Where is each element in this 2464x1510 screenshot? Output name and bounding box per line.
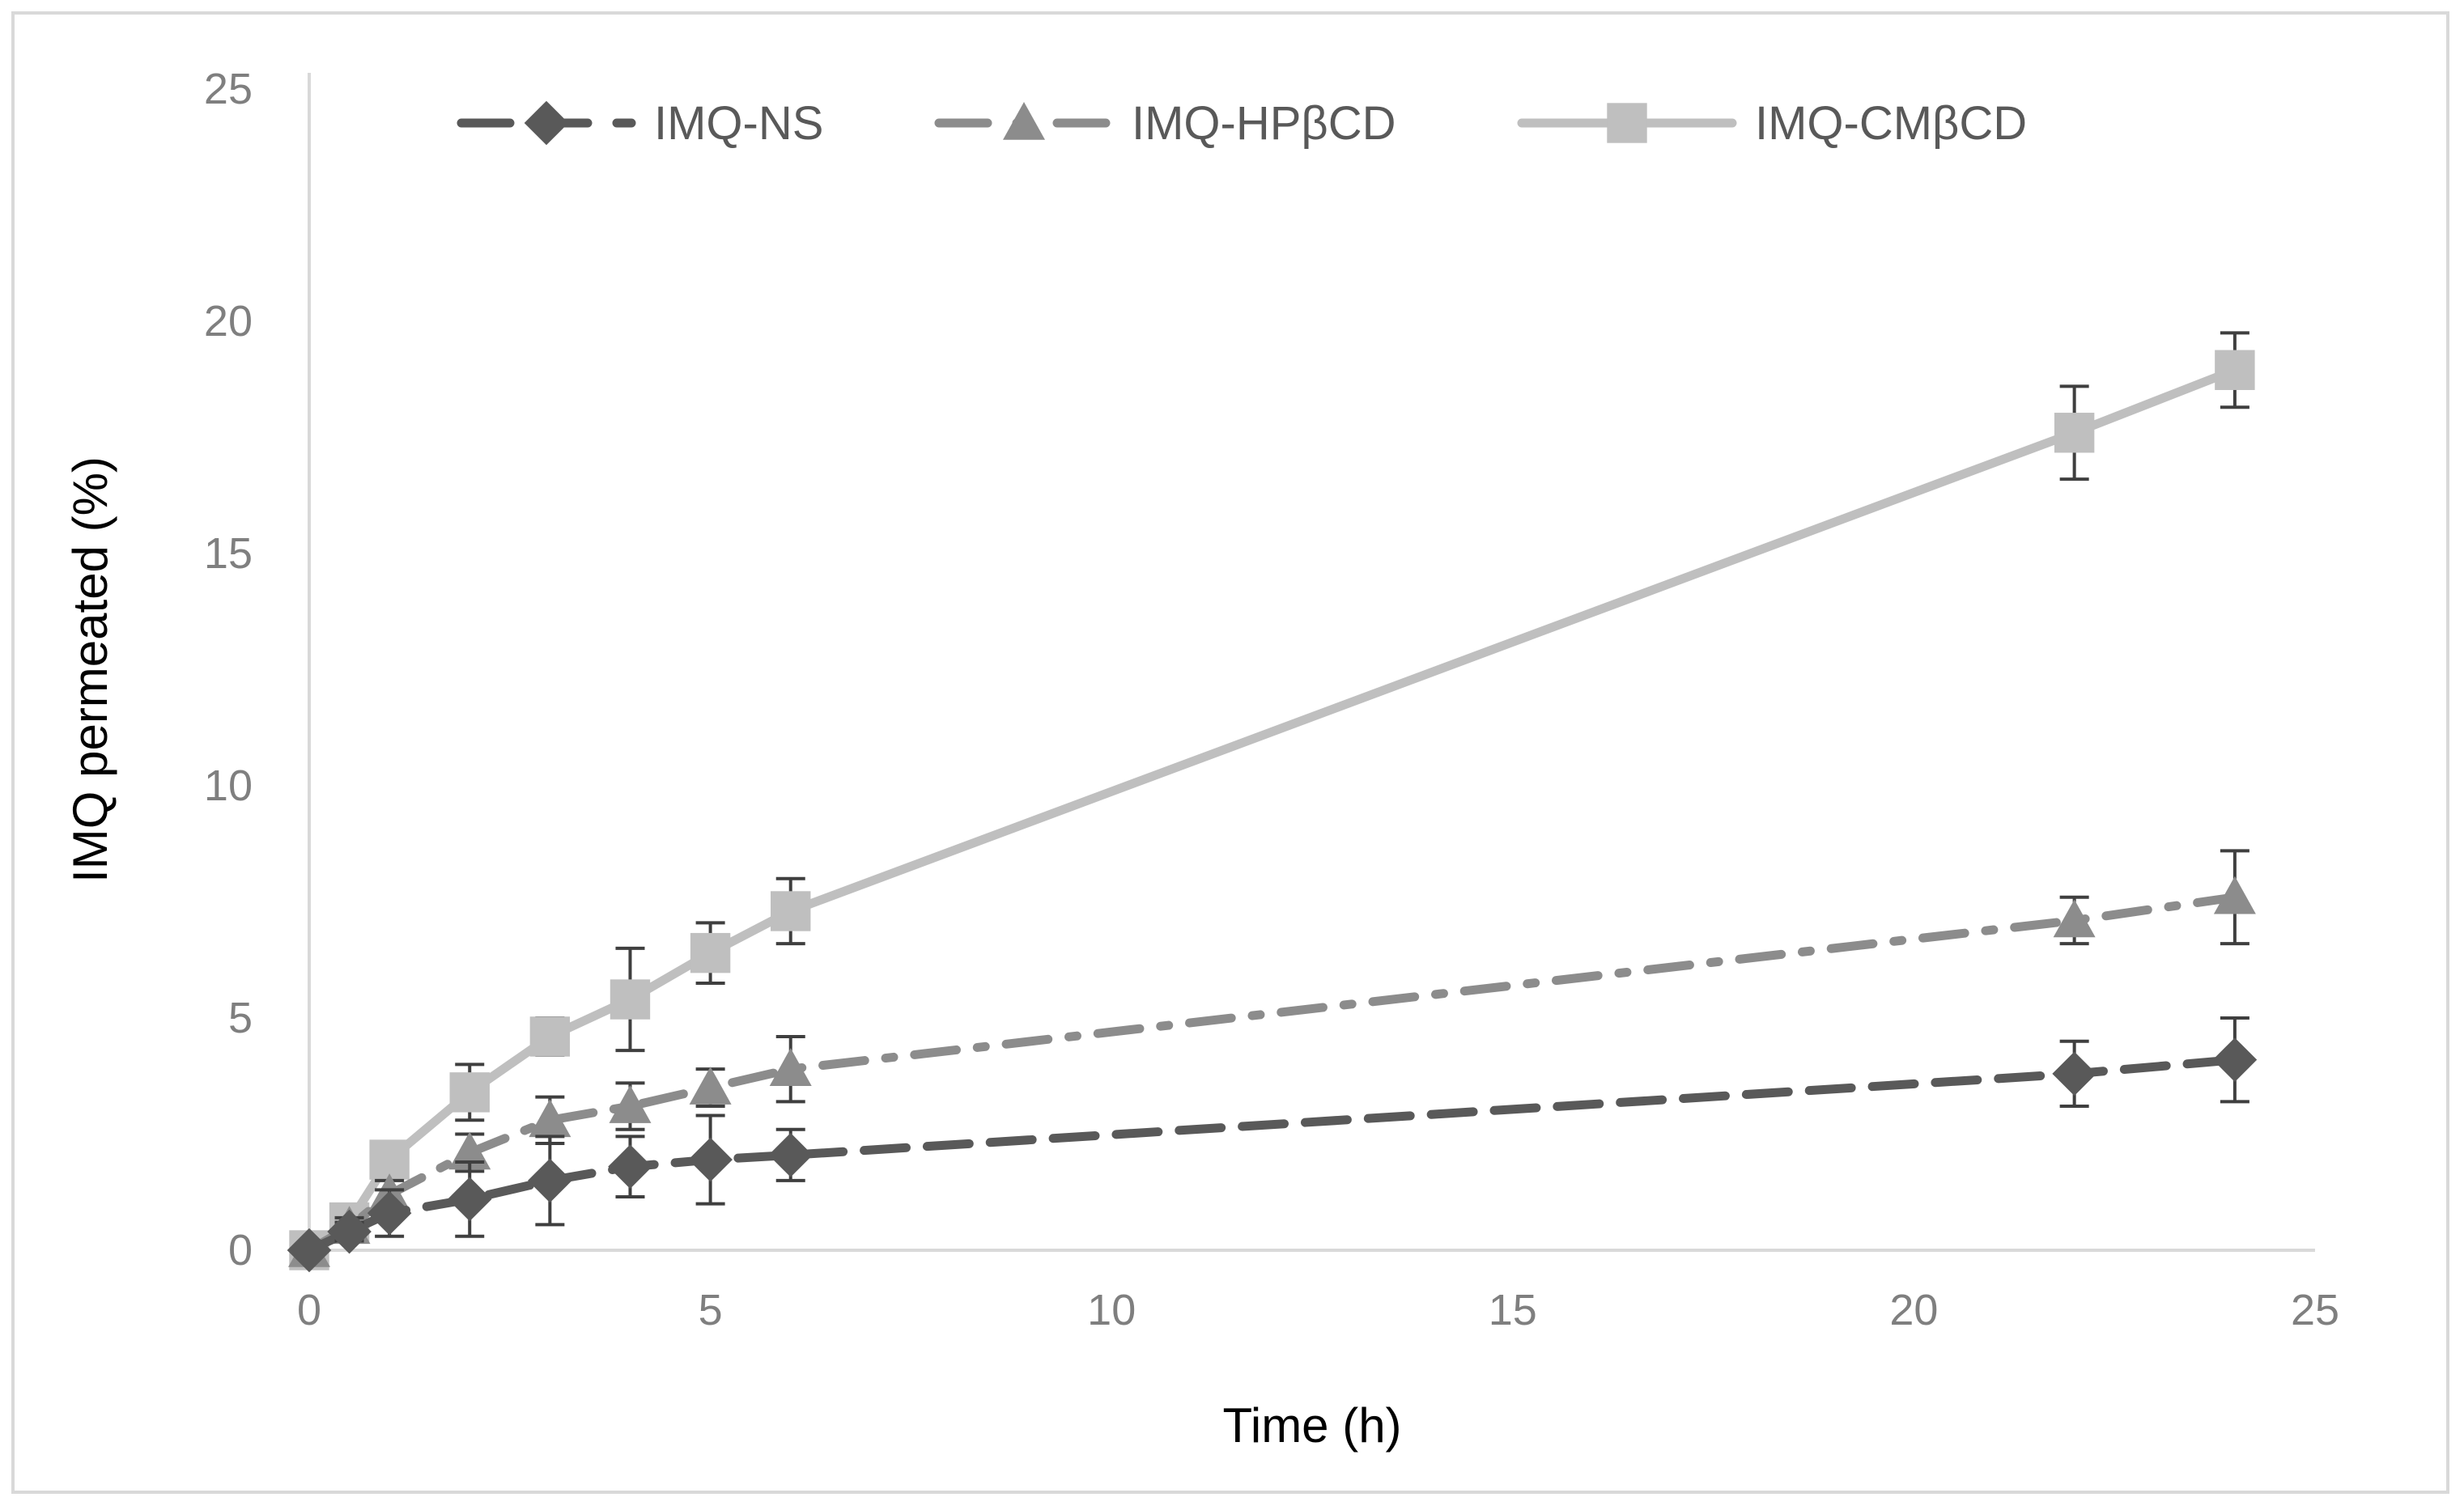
data-point bbox=[327, 1209, 372, 1254]
data-point bbox=[2215, 350, 2255, 390]
data-point bbox=[369, 1139, 410, 1180]
legend-marker bbox=[524, 100, 569, 146]
series-line bbox=[304, 365, 2240, 1255]
legend-item-imq-hp-cd: IMQ-HPβCD bbox=[934, 97, 1396, 150]
data-point bbox=[2213, 876, 2256, 914]
legend-item-imq-ns: IMQ-NS bbox=[457, 97, 823, 150]
y-tick-label: 10 bbox=[204, 761, 253, 810]
data-point bbox=[529, 1099, 571, 1138]
data-point bbox=[529, 1016, 571, 1057]
legend-label: IMQ-CMβCD bbox=[1755, 97, 2027, 150]
x-tick-label: 20 bbox=[1889, 1286, 1938, 1334]
legend-label: IMQ-HPβCD bbox=[1132, 97, 1396, 150]
y-tick-label: 0 bbox=[228, 1226, 253, 1275]
axes bbox=[308, 73, 2315, 1252]
data-point bbox=[608, 1144, 652, 1189]
y-tick-label: 5 bbox=[228, 994, 253, 1042]
data-point bbox=[449, 1072, 490, 1113]
series-line bbox=[304, 893, 2240, 1255]
x-tick-label: 25 bbox=[2291, 1286, 2339, 1334]
legend-marker bbox=[1003, 102, 1045, 140]
legend-item-imq-cm-cd: IMQ-CMβCD bbox=[1517, 97, 2027, 150]
legend: IMQ-NS IMQ-HPβCD IMQ-CMβCD bbox=[457, 97, 2027, 150]
data-point bbox=[690, 932, 731, 973]
data-point bbox=[448, 1131, 491, 1170]
series-imq-cm-cd bbox=[289, 331, 2255, 1270]
x-tick-label: 5 bbox=[699, 1286, 723, 1334]
y-axis-title: IMQ permeated (%) bbox=[63, 456, 117, 883]
y-tick-label: 20 bbox=[204, 297, 253, 346]
chart-frame bbox=[11, 11, 2449, 1494]
data-point bbox=[367, 1190, 412, 1236]
series-layer bbox=[287, 331, 2258, 1273]
y-tick-label: 15 bbox=[204, 529, 253, 578]
data-point bbox=[2052, 1051, 2097, 1096]
data-point bbox=[2054, 413, 2095, 453]
data-point bbox=[769, 1048, 812, 1086]
x-tick-label: 15 bbox=[1489, 1286, 1537, 1334]
data-point bbox=[688, 1137, 733, 1182]
series-imq-hp-cd bbox=[288, 849, 2256, 1267]
data-point bbox=[609, 1085, 652, 1123]
data-point bbox=[447, 1177, 492, 1222]
legend-marker bbox=[1607, 103, 1647, 143]
legend-label: IMQ-NS bbox=[654, 97, 823, 150]
x-tick-label: 0 bbox=[297, 1286, 321, 1334]
x-tick-labels: 0 5 10 15 20 25 bbox=[297, 1286, 2339, 1334]
x-tick-label: 10 bbox=[1087, 1286, 1136, 1334]
series-line bbox=[304, 1055, 2240, 1255]
y-tick-labels: 0 5 10 15 20 25 bbox=[204, 65, 253, 1275]
data-point bbox=[287, 1228, 332, 1273]
data-point bbox=[2053, 899, 2096, 938]
data-point bbox=[768, 1133, 814, 1177]
x-axis-title: Time (h) bbox=[1222, 1398, 1401, 1453]
y-tick-label: 25 bbox=[204, 65, 253, 113]
series-imq-ns bbox=[287, 1016, 2258, 1273]
data-point bbox=[771, 891, 811, 931]
data-point bbox=[689, 1067, 732, 1105]
data-point bbox=[610, 979, 651, 1020]
data-point bbox=[528, 1158, 572, 1203]
data-point bbox=[2212, 1037, 2258, 1082]
